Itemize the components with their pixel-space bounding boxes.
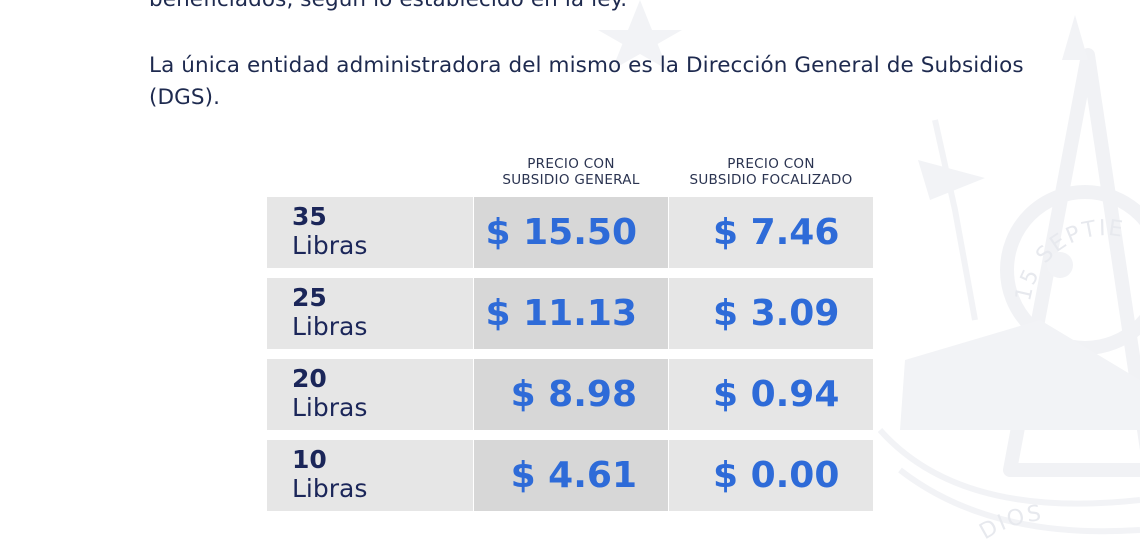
weight-number: 25 (292, 283, 327, 312)
focused-price-cell: $ 7.46 (669, 197, 873, 268)
header-focused-subsidy: PRECIO CON SUBSIDIO FOCALIZADO (689, 156, 853, 188)
seal-bottom-text: DIOS (975, 501, 1044, 540)
weight-number: 10 (292, 445, 327, 474)
weight-unit: Libras (292, 474, 368, 503)
table-row: 35 Libras $ 15.50 $ 7.46 (267, 197, 873, 268)
weight-cell: 25 Libras (267, 278, 473, 349)
table-row: 10 Libras $ 4.61 $ 0.00 (267, 440, 873, 511)
weight-number: 35 (292, 202, 327, 231)
general-price-cell: $ 4.61 (474, 440, 668, 511)
weight-unit: Libras (292, 393, 368, 422)
intro-paragraph: beneficiados, según lo establecido en la… (149, 0, 627, 16)
general-price-cell: $ 8.98 (474, 359, 668, 430)
general-price: $ 8.98 (510, 374, 637, 415)
focused-price: $ 7.46 (713, 212, 840, 253)
general-price-cell: $ 11.13 (474, 278, 668, 349)
general-price: $ 11.13 (485, 293, 637, 334)
weight-number: 20 (292, 364, 327, 393)
header-general-subsidy: PRECIO CON SUBSIDIO GENERAL (502, 156, 640, 188)
focused-price-cell: $ 3.09 (669, 278, 873, 349)
focused-price: $ 0.94 (713, 374, 840, 415)
weight-unit: Libras (292, 312, 368, 341)
focused-price: $ 0.00 (713, 455, 840, 496)
weight-cell: 20 Libras (267, 359, 473, 430)
general-price: $ 15.50 (485, 212, 637, 253)
weight-cell: 35 Libras (267, 197, 473, 268)
weight-unit: Libras (292, 231, 368, 260)
weight-cell: 10 Libras (267, 440, 473, 511)
administrator-paragraph: La única entidad administradora del mism… (149, 53, 1024, 110)
table-row: 20 Libras $ 8.98 $ 0.94 (267, 359, 873, 430)
focused-price: $ 3.09 (713, 293, 840, 334)
table-row: 25 Libras $ 11.13 $ 3.09 (267, 278, 873, 349)
general-price-cell: $ 15.50 (474, 197, 668, 268)
general-price: $ 4.61 (510, 455, 637, 496)
focused-price-cell: $ 0.00 (669, 440, 873, 511)
focused-price-cell: $ 0.94 (669, 359, 873, 430)
